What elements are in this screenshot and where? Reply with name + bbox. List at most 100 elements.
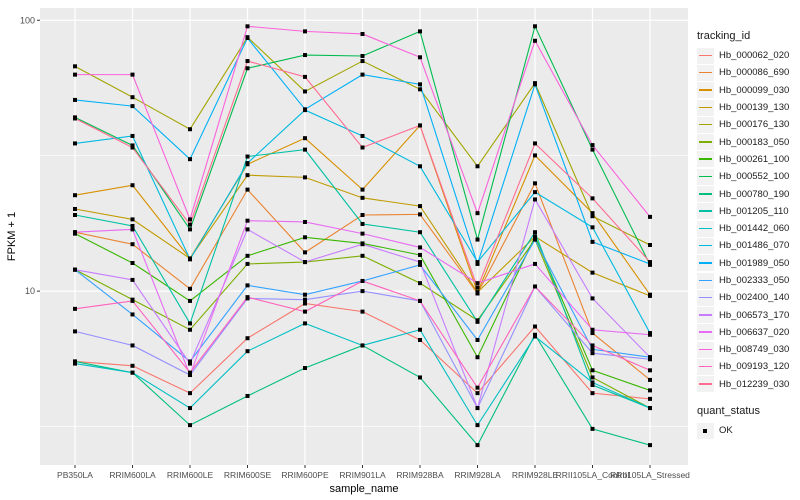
x-tick-label: RRIM928BA (396, 470, 444, 480)
data-point (188, 286, 192, 291)
data-point (418, 298, 422, 303)
data-point (648, 357, 652, 362)
data-point (188, 406, 192, 411)
legend-label: Hb_000062_020 (719, 50, 790, 62)
line-key-icon (697, 220, 714, 237)
line-key-icon (697, 341, 714, 358)
data-point (245, 393, 250, 398)
legend-tracking-id: tracking_id Hb_000062_020 Hb_000086_690 Hb… (697, 30, 789, 393)
legend-item: Hb_000176_130 (697, 116, 789, 133)
data-point (533, 284, 537, 289)
data-point (590, 225, 595, 230)
data-point (360, 31, 365, 36)
data-point (73, 267, 77, 272)
line-key-icon (697, 134, 714, 151)
line-key-icon (697, 99, 714, 116)
y-axis-title: FPKM + 1 (6, 212, 18, 261)
data-point (533, 230, 537, 235)
data-point (303, 366, 307, 371)
x-tick-label: RRIM600LA (109, 470, 156, 480)
data-point (130, 95, 135, 100)
data-point (360, 145, 365, 150)
data-point (303, 74, 307, 79)
data-point (130, 145, 135, 150)
data-point (418, 204, 422, 209)
data-point (130, 277, 135, 282)
line-key-icon (697, 272, 714, 289)
line-key-icon (697, 168, 714, 185)
data-point (303, 250, 307, 255)
data-point (130, 217, 135, 222)
legend-item-ok: OK (697, 422, 760, 439)
data-point (245, 295, 250, 300)
legend-label: Hb_012239_030 (719, 378, 790, 390)
line-key-icon (697, 47, 714, 64)
data-point (360, 289, 365, 294)
legend-item: Hb_001205_110 (697, 203, 789, 220)
data-point (130, 183, 135, 188)
line-key-icon (697, 358, 714, 375)
data-point (475, 211, 480, 216)
data-point (475, 237, 480, 242)
data-point (188, 227, 192, 232)
data-point (590, 196, 595, 201)
data-point (418, 82, 422, 87)
data-point (245, 36, 250, 41)
data-point (245, 261, 250, 266)
data-point (590, 391, 595, 396)
data-point (360, 221, 365, 226)
legend-item: Hb_001486_070 (697, 237, 789, 254)
data-point (130, 227, 135, 232)
line-key-icon (697, 116, 714, 133)
legend-label: Hb_000176_130 (719, 119, 790, 131)
data-point (533, 197, 537, 202)
data-point (475, 423, 480, 428)
data-point (303, 136, 307, 141)
data-point (245, 24, 250, 29)
data-point (360, 54, 365, 59)
data-point (73, 97, 77, 102)
legend-label: Hb_001205_110 (719, 205, 789, 217)
legend-item: Hb_008749_030 (697, 341, 789, 358)
data-point (303, 309, 307, 314)
data-point (418, 337, 422, 342)
data-point (303, 260, 307, 265)
data-point (245, 66, 250, 71)
data-point (303, 89, 307, 94)
line-key-icon (697, 324, 714, 341)
data-point (303, 321, 307, 326)
data-point (475, 385, 480, 390)
data-point (533, 82, 537, 87)
legend-item: Hb_006573_170 (697, 306, 789, 324)
data-point (360, 278, 365, 283)
data-point (360, 231, 365, 236)
data-point (590, 343, 595, 348)
legend-item: Hb_012239_030 (697, 376, 789, 393)
data-point (533, 141, 537, 146)
data-point (73, 230, 77, 235)
legend-label: OK (719, 425, 733, 437)
data-point (418, 262, 422, 267)
line-key-icon (697, 289, 714, 306)
data-point (245, 187, 250, 192)
data-point (533, 153, 537, 158)
data-point (475, 261, 480, 266)
data-point (245, 336, 250, 341)
legend-label: Hb_000086_690 (719, 67, 790, 79)
legend-label: Hb_000139_130 (719, 102, 790, 114)
line-key-icon (697, 255, 714, 272)
data-point (475, 406, 480, 411)
data-point (533, 234, 537, 239)
data-point (188, 321, 192, 326)
data-point (73, 212, 77, 217)
data-point (188, 423, 192, 428)
legend-item: Hb_001989_050 (697, 255, 789, 272)
data-point (188, 257, 192, 262)
data-point (303, 301, 307, 306)
data-point (360, 195, 365, 200)
data-point (73, 306, 77, 311)
data-point (245, 227, 250, 232)
data-point (590, 375, 595, 380)
x-tick-label: RRIM928LA (454, 470, 501, 480)
